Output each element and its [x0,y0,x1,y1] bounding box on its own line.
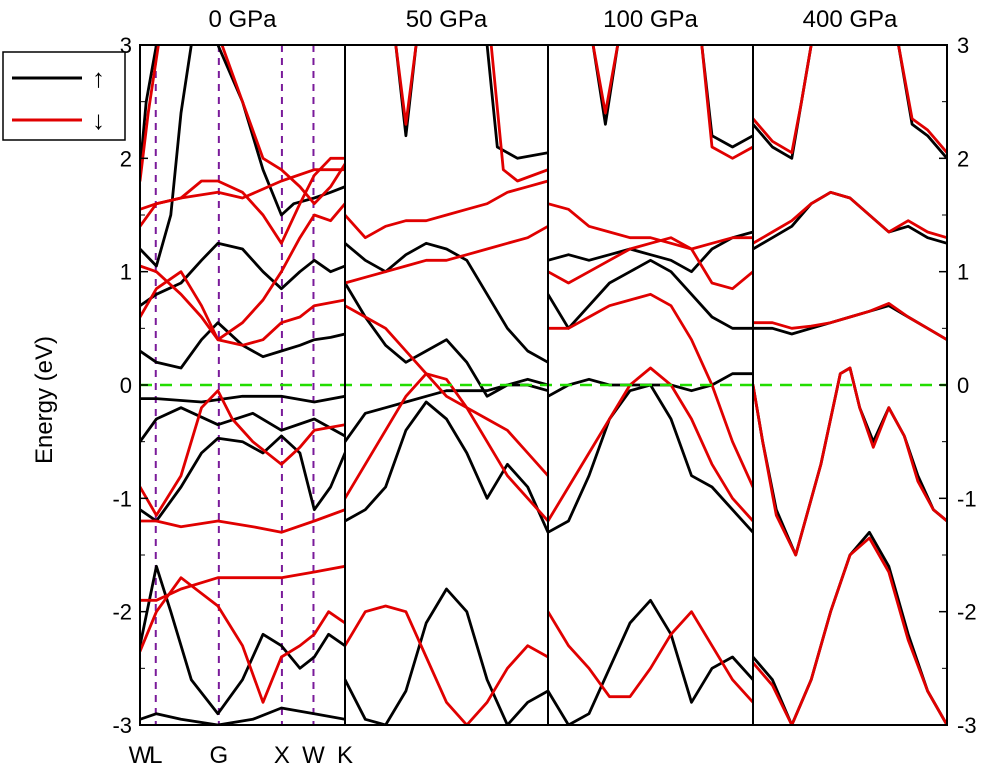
axes-layer: 0 GPa 50 GPa 100 GPa 400 GPa -3 -3 -2 -2 -1 -1 0 0 1… [112,6,976,769]
band-spin-down [548,610,753,704]
y-tick-label-left: 1 [120,260,132,285]
panel-1 [345,45,548,725]
band-spin-up [345,241,548,364]
y-tick-label-left: -2 [112,600,132,625]
legend-up-label: ↑ [92,63,105,93]
y-tick-label-right: -2 [957,600,977,625]
legend: ↑ ↓ [2,51,126,141]
band-spin-up [485,45,548,160]
band-spin-up [753,190,947,251]
band-spin-up [753,530,947,725]
band-spin-down [345,372,548,523]
y-tick-label-left: 0 [120,373,132,398]
kpoint-label: G [210,742,229,769]
kpoint-label: W [302,742,325,769]
panel-title: 50 GPa [406,6,488,33]
band-spin-up [140,406,345,444]
kpoint-label: W [129,742,152,769]
band-spin-up [345,383,548,444]
band-spin-up [140,321,345,370]
band-spin-up [140,45,193,268]
band-spin-down [489,45,548,183]
legend-box [2,51,126,141]
band-spin-down [753,366,947,557]
y-tick-label-left: 2 [120,146,132,171]
band-spin-up [345,281,548,398]
band-spin-down [140,168,345,211]
band-spin-down [220,45,345,206]
band-spin-up [345,400,548,534]
band-spin-up [140,241,345,308]
panel-title: 0 GPa [208,6,277,33]
band-spin-down [548,366,753,523]
band-spin-down [345,304,548,478]
band-spin-down [345,179,548,240]
band-spin-up [548,383,753,534]
y-tick-label-right: -3 [957,713,977,738]
band-spin-down [140,576,345,704]
band-spin-down [753,536,947,725]
band-spin-down [345,224,548,285]
band-spin-up [140,45,158,172]
band-spin-down [345,604,548,725]
y-tick-label-right: -1 [957,486,977,511]
panel-3 [753,45,947,725]
band-spin-up [140,394,345,404]
band-spin-down [140,270,345,347]
band-spin-down [140,389,345,517]
band-spin-down [140,508,345,534]
kpoint-label: X [274,742,290,769]
band-spin-up [140,564,345,716]
band-spin-down [140,564,345,602]
kpoint-label: K [337,742,353,769]
y-tick-label-right: 0 [957,373,969,398]
band-spin-up [345,587,548,725]
band-spin-down [548,202,753,251]
band-spin-down [753,190,947,245]
band-spin-up [140,434,345,523]
band-spin-up [897,45,947,160]
kpoint-label: L [149,742,162,769]
panel-title: 100 GPa [603,6,698,33]
band-spin-down [897,45,947,155]
panel-title: 400 GPa [803,6,898,33]
y-tick-label-right: 3 [957,33,969,58]
band-spin-up [548,230,753,274]
band-spin-up [548,258,753,330]
band-spin-down [753,45,813,155]
band-spin-down [548,292,753,489]
y-tick-label-left: -3 [112,713,132,738]
y-tick-label-left: -1 [112,486,132,511]
band-spin-down [700,45,753,160]
band-spin-down [753,302,947,342]
band-spin-down [394,45,418,126]
panel-0 [140,45,345,725]
y-tick-label-right: 2 [957,146,969,171]
band-spin-down [548,236,753,291]
band-spin-down [140,202,345,342]
y-axis-label: Energy (eV) [31,336,58,464]
band-spin-up [140,706,345,725]
band-spin-down [591,45,620,115]
band-spin-up [548,598,753,725]
y-tick-label-right: 1 [957,260,969,285]
legend-down-label: ↓ [92,105,105,135]
